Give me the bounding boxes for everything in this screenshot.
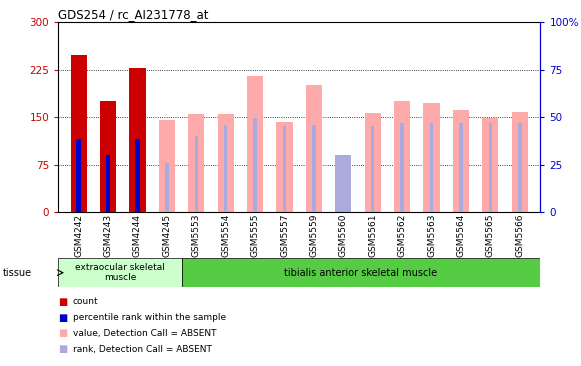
Bar — [130, 68, 146, 212]
Text: extraocular skeletal
muscle: extraocular skeletal muscle — [75, 263, 165, 283]
Bar — [135, 139, 139, 212]
Bar — [165, 164, 168, 212]
Text: percentile rank within the sample: percentile rank within the sample — [73, 313, 226, 322]
Bar — [182, 258, 540, 287]
Bar — [371, 126, 375, 212]
Bar — [195, 136, 198, 212]
Bar — [489, 123, 492, 212]
Bar — [58, 258, 182, 287]
Bar — [482, 118, 498, 212]
Bar — [77, 139, 81, 212]
Bar — [518, 123, 522, 212]
Bar — [459, 123, 462, 212]
Bar — [424, 102, 440, 212]
Text: ■: ■ — [58, 313, 67, 323]
Text: tibialis anterior skeletal muscle: tibialis anterior skeletal muscle — [285, 268, 437, 278]
Text: tissue: tissue — [3, 268, 32, 278]
Bar — [342, 155, 345, 212]
Bar — [224, 125, 228, 212]
Bar — [277, 122, 293, 212]
Bar — [335, 155, 352, 212]
Text: ■: ■ — [58, 344, 67, 354]
Bar — [188, 114, 205, 212]
Bar — [394, 101, 410, 212]
Bar — [253, 118, 257, 212]
Bar — [400, 123, 404, 212]
Bar — [106, 155, 110, 212]
Bar — [283, 126, 286, 212]
Bar — [218, 114, 234, 212]
Text: ■: ■ — [58, 297, 67, 307]
Bar — [453, 109, 469, 212]
Bar — [512, 112, 528, 212]
Text: count: count — [73, 298, 98, 306]
Bar — [306, 85, 322, 212]
Bar — [100, 101, 116, 212]
Bar — [365, 113, 381, 212]
Bar — [247, 76, 263, 212]
Text: GDS254 / rc_AI231778_at: GDS254 / rc_AI231778_at — [58, 8, 209, 21]
Text: rank, Detection Call = ABSENT: rank, Detection Call = ABSENT — [73, 345, 211, 354]
Text: value, Detection Call = ABSENT: value, Detection Call = ABSENT — [73, 329, 216, 338]
Bar — [71, 55, 87, 212]
Bar — [312, 126, 315, 212]
Text: ■: ■ — [58, 328, 67, 339]
Bar — [430, 123, 433, 212]
Bar — [159, 120, 175, 212]
